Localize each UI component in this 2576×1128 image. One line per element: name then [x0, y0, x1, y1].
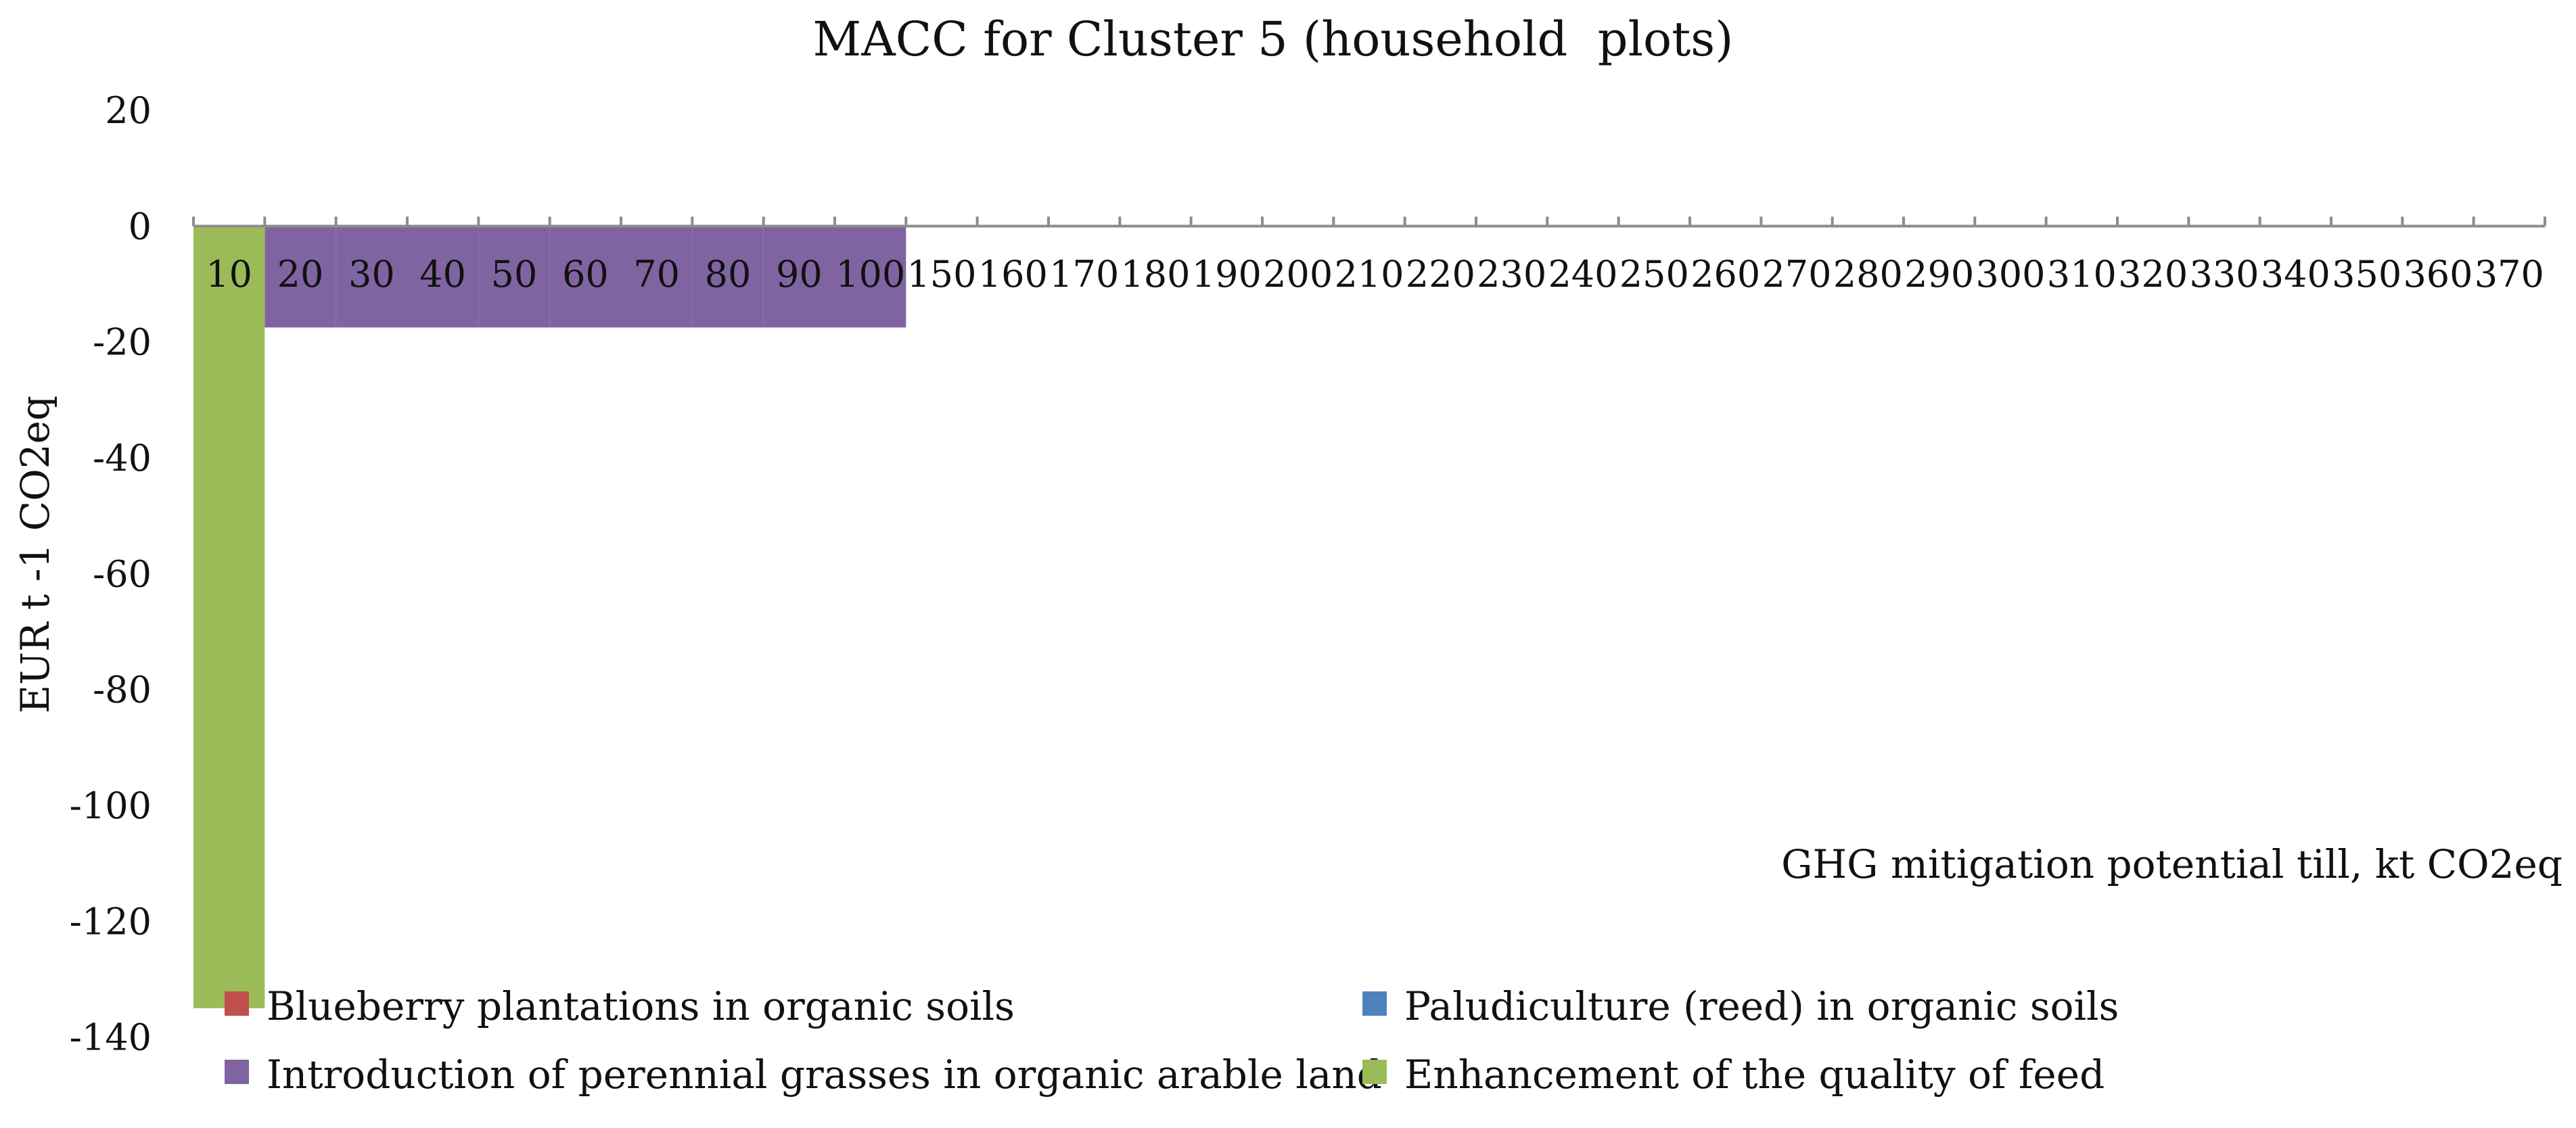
- x-tick-label-340: 340: [2261, 253, 2330, 296]
- x-tick-label-160: 160: [978, 253, 1048, 296]
- bar-4-10: [193, 226, 265, 1008]
- x-tick-label-80: 80: [705, 253, 752, 296]
- x-tick-label-200: 200: [1263, 253, 1333, 296]
- legend-swatch: [1362, 991, 1387, 1016]
- bar-3-30: [336, 226, 407, 328]
- y-tick-label: -80: [93, 669, 152, 711]
- x-tick-label-70: 70: [633, 253, 680, 296]
- x-tick-label-270: 270: [1762, 253, 1831, 296]
- legend-swatch: [1362, 1060, 1387, 1084]
- legend-swatch: [225, 991, 249, 1016]
- legend-label: Paludiculture (reed) in organic soils: [1404, 983, 2119, 1029]
- bar-3-80: [692, 226, 764, 328]
- x-tick-label-310: 310: [2047, 253, 2117, 296]
- x-tick-label-30: 30: [348, 253, 395, 296]
- y-tick-label: 20: [105, 89, 152, 132]
- x-tick-label-210: 210: [1334, 253, 1404, 296]
- legend-label: Introduction of perennial grasses in org…: [267, 1052, 1382, 1098]
- bar-3-40: [407, 226, 479, 328]
- legend: Blueberry plantations in organic soils Pa…: [225, 983, 2119, 1098]
- bar-3-20: [264, 226, 336, 328]
- x-tick-label-180: 180: [1120, 253, 1190, 296]
- bars-layer: [193, 226, 906, 1008]
- legend-label: Blueberry plantations in organic soils: [267, 983, 1015, 1029]
- x-tick-label-10: 10: [206, 253, 252, 296]
- bar-3-100: [835, 226, 906, 328]
- x-tick-label-370: 370: [2475, 253, 2544, 296]
- x-axis-title: GHG mitigation potential till, kt CO2eq: [1781, 841, 2562, 887]
- y-tick-label: -40: [93, 437, 152, 479]
- y-tick-label: 0: [129, 205, 152, 248]
- y-tick-label: -140: [70, 1016, 152, 1059]
- x-tick-label-150: 150: [906, 253, 976, 296]
- y-tick-label: -20: [93, 321, 152, 364]
- legend-item: Blueberry plantations in organic soils: [225, 983, 1015, 1029]
- x-tick-label-90: 90: [776, 253, 823, 296]
- x-tick-label-20: 20: [277, 253, 324, 296]
- x-tick-label-350: 350: [2332, 253, 2401, 296]
- x-tick-label-250: 250: [1619, 253, 1689, 296]
- x-tick-label-320: 320: [2118, 253, 2188, 296]
- x-tick-label-290: 290: [1904, 253, 1974, 296]
- x-tick-label-100: 100: [835, 253, 905, 296]
- x-tick-label-240: 240: [1548, 253, 1617, 296]
- x-tick-label-170: 170: [1049, 253, 1119, 296]
- legend-label: Enhancement of the quality of feed: [1404, 1052, 2104, 1098]
- x-tick-label-40: 40: [419, 253, 466, 296]
- x-tick-label-280: 280: [1833, 253, 1903, 296]
- x-tick-label-300: 300: [1975, 253, 2045, 296]
- x-tick-label-50: 50: [491, 253, 538, 296]
- bar-3-60: [549, 226, 621, 328]
- x-tick-label-230: 230: [1477, 253, 1546, 296]
- y-axis-title: EUR t -1 CO2eq: [12, 396, 58, 713]
- bar-3-50: [478, 226, 550, 328]
- x-tick-label-330: 330: [2189, 253, 2259, 296]
- legend-swatch: [225, 1060, 249, 1084]
- x-tick-label-60: 60: [562, 253, 609, 296]
- bar-3-70: [621, 226, 693, 328]
- x-tick-label-190: 190: [1192, 253, 1262, 296]
- legend-item: Introduction of perennial grasses in org…: [225, 1052, 1382, 1098]
- y-tick-label: -100: [70, 784, 152, 827]
- bar-3-90: [763, 226, 835, 328]
- axes-layer: [192, 216, 2546, 228]
- y-tick-label: -120: [70, 900, 152, 943]
- chart-title: MACC for Cluster 5 (household plots): [813, 11, 1734, 67]
- legend-item: Enhancement of the quality of feed: [1362, 1052, 2104, 1098]
- x-tick-label-360: 360: [2403, 253, 2472, 296]
- x-tick-label-260: 260: [1690, 253, 1760, 296]
- legend-item: Paludiculture (reed) in organic soils: [1362, 983, 2119, 1029]
- x-tick-label-220: 220: [1406, 253, 1475, 296]
- tick-labels-layer: 10 20 30 40 50 60 70 80 90 100 150 160 170 180 190 200 2…: [70, 89, 2544, 1059]
- y-tick-label: -60: [93, 553, 152, 595]
